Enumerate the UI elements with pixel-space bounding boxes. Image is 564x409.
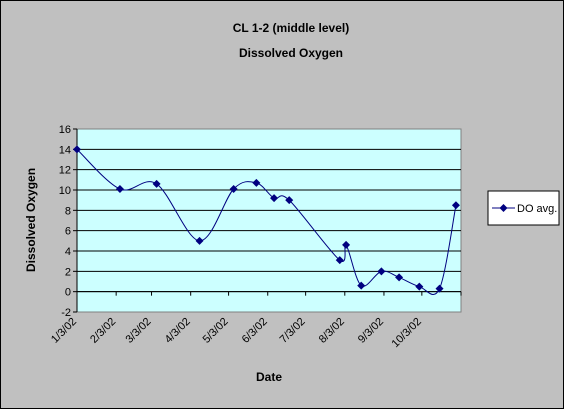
chart-title: CL 1-2 (middle level) [233,21,349,35]
y-axis-title: Dissolved Oxygen [24,168,38,272]
grid-lines [76,129,461,312]
data-point-10 [357,281,366,290]
data-point-2 [152,179,161,188]
series-group [73,145,460,295]
data-point-4 [229,184,238,193]
x-tick-label-6: 7/3/02 [278,316,308,346]
data-point-1 [115,184,124,193]
y-tick-label-0: -2 [61,307,71,319]
chart-subtitle: Dissolved Oxygen [239,46,343,60]
legend: DO avg. [487,190,560,226]
data-point-11 [377,267,386,276]
x-tick-label-7: 8/3/02 [317,316,347,346]
data-point-7 [285,196,294,205]
x-tick-label-2: 3/3/02 [124,316,154,346]
y-tick-label-9: 16 [59,124,71,136]
y-tick-label-1: 0 [65,287,71,299]
y-tick-label-7: 12 [59,165,71,177]
data-point-15 [451,201,460,210]
y-tick-label-6: 10 [59,185,71,197]
x-tick-label-4: 5/3/02 [201,316,231,346]
y-tick-label-8: 14 [59,144,71,156]
y-ticks: -2 0 2 4 6 8 10 12 14 16 [59,124,77,319]
x-tick-label-0: 1/3/02 [49,316,79,346]
x-tick-label-5: 6/3/02 [240,316,270,346]
series-line-0 [76,148,457,295]
x-tick-label-1: 2/3/02 [88,316,118,346]
x-tick-label-9: 10/3/02 [390,316,424,350]
data-point-12 [395,273,404,282]
y-tick-label-4: 6 [65,226,71,238]
x-axis-title: Date [256,370,282,384]
x-tick-label-8: 9/3/02 [356,316,386,346]
data-point-6 [270,194,279,203]
data-point-0 [73,145,81,154]
data-point-3 [195,236,204,245]
y-tick-label-5: 8 [65,205,71,217]
data-point-9 [342,240,351,249]
legend-label: DO avg. [517,203,557,215]
data-point-13 [415,282,424,291]
x-tick-label-3: 4/3/02 [163,316,193,346]
y-tick-label-2: 2 [65,266,71,278]
legend-marker [499,204,508,212]
data-point-14 [435,284,444,293]
y-tick-label-3: 4 [65,246,71,258]
data-point-5 [252,178,261,187]
plot-area [76,128,462,313]
data-point-8 [335,256,344,265]
